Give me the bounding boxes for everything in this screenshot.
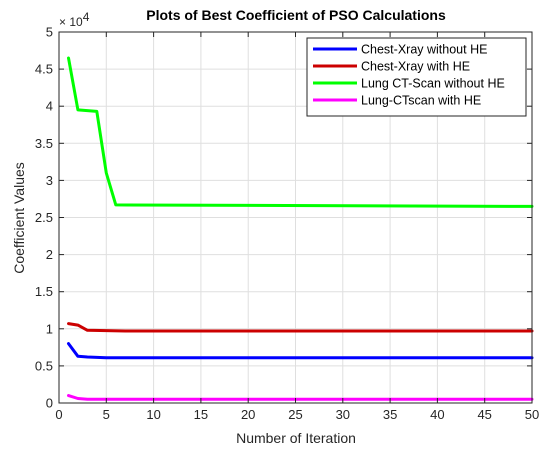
x-tick-label: 40 — [430, 407, 444, 422]
y-tick-label: 3.5 — [35, 136, 53, 151]
y-axis-label: Coefficient Values — [11, 162, 27, 274]
y-axis-ticks: 0 0.5 1 1.5 2 2.5 3 3.5 4 4.5 5 — [35, 25, 532, 411]
legend: Chest-Xray without HE Chest-Xray with HE L… — [306, 37, 527, 117]
series-line-chest-xray-with-he — [67, 322, 534, 333]
y-axis-exponent-power: 4 — [83, 10, 90, 24]
legend-entry: Lung CT-Scan without HE — [361, 77, 505, 91]
x-axis-label: Number of Iteration — [236, 430, 356, 446]
y-axis-exponent-base: × 10 — [59, 15, 83, 29]
x-tick-label: 0 — [55, 407, 62, 422]
series-line-chest-xray-without-he — [67, 342, 534, 360]
x-tick-label: 20 — [241, 407, 255, 422]
plot-series — [67, 56, 534, 401]
y-tick-label: 0.5 — [35, 358, 53, 373]
x-tick-label: 5 — [103, 407, 110, 422]
x-tick-label: 50 — [525, 407, 539, 422]
y-tick-label: 1 — [46, 321, 53, 336]
y-axis-exponent: × 104 — [59, 10, 90, 29]
x-tick-label: 45 — [477, 407, 491, 422]
legend-entry: Lung-CTscan with HE — [361, 94, 481, 108]
legend-entry: Chest-Xray without HE — [361, 43, 487, 57]
legend-entry: Chest-Xray with HE — [361, 60, 470, 74]
x-tick-label: 25 — [288, 407, 302, 422]
y-tick-label: 3 — [46, 173, 53, 188]
x-tick-label: 10 — [146, 407, 160, 422]
chart-title: Plots of Best Coefficient of PSO Calcula… — [146, 7, 446, 23]
x-tick-label: 30 — [336, 407, 350, 422]
y-tick-label: 2 — [46, 247, 53, 262]
y-tick-label: 2.5 — [35, 210, 53, 225]
y-tick-label: 4.5 — [35, 62, 53, 77]
y-tick-label: 5 — [46, 25, 53, 40]
y-tick-label: 4 — [46, 99, 53, 114]
x-axis-ticks: 0 5 10 15 20 25 30 35 40 45 50 — [55, 32, 539, 422]
x-tick-label: 15 — [194, 407, 208, 422]
y-tick-label: 0 — [46, 396, 53, 411]
y-tick-label: 1.5 — [35, 284, 53, 299]
legend-box — [306, 37, 527, 117]
series-line-lung-ctscan-with-he — [67, 394, 534, 401]
x-tick-label: 35 — [383, 407, 397, 422]
series-line-lung-ct-scan-without-he — [67, 56, 534, 208]
